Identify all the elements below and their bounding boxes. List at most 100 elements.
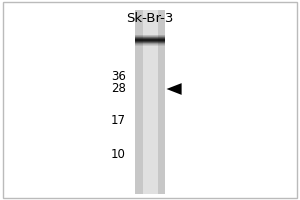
Bar [142, 68, 158, 69]
Bar [142, 140, 158, 141]
Bar [135, 139, 165, 140]
Bar [142, 170, 158, 171]
Bar [135, 80, 165, 81]
Bar [135, 58, 165, 59]
Bar [142, 60, 158, 61]
Bar [142, 160, 158, 161]
Bar [135, 136, 165, 137]
Bar [142, 144, 158, 145]
Bar [135, 52, 165, 53]
Bar [135, 138, 165, 139]
Bar [135, 97, 165, 98]
Bar [135, 148, 165, 149]
Bar [135, 93, 165, 94]
Bar [135, 119, 165, 120]
Text: 28: 28 [111, 82, 126, 95]
Bar [135, 98, 165, 99]
Bar [135, 51, 165, 52]
Bar [135, 155, 165, 156]
Bar [135, 158, 165, 159]
Bar [142, 83, 158, 84]
Bar [142, 20, 158, 21]
Bar [135, 100, 165, 101]
Bar [142, 185, 158, 186]
Bar [135, 64, 165, 65]
Bar [135, 62, 165, 63]
Bar [142, 181, 158, 182]
Text: Sk-Br-3: Sk-Br-3 [126, 12, 174, 25]
Bar [135, 149, 165, 150]
Bar [135, 114, 165, 115]
Bar [135, 123, 165, 124]
Bar [142, 56, 158, 57]
Bar [135, 82, 165, 83]
Bar [135, 181, 165, 182]
Bar [142, 95, 158, 96]
Bar [135, 164, 165, 165]
Bar [142, 28, 158, 29]
Bar [142, 55, 158, 56]
Bar [142, 75, 158, 76]
Bar [135, 14, 165, 15]
Bar [135, 160, 165, 161]
Bar [142, 156, 158, 157]
Bar [142, 182, 158, 183]
Bar [135, 107, 165, 108]
Bar [135, 129, 165, 130]
Bar [142, 125, 158, 126]
Bar [142, 84, 158, 85]
Bar [135, 186, 165, 187]
Bar [135, 108, 165, 109]
Bar [142, 41, 158, 42]
Bar [135, 57, 165, 58]
Bar [142, 79, 158, 80]
Bar [142, 88, 158, 89]
Bar [142, 161, 158, 162]
Text: 10: 10 [111, 148, 126, 160]
Bar [142, 76, 158, 77]
Bar [135, 26, 165, 27]
Bar [135, 179, 165, 180]
Bar [135, 32, 165, 33]
Bar [142, 169, 158, 170]
Bar [142, 137, 158, 138]
Bar [135, 75, 165, 76]
Bar [135, 150, 165, 151]
Bar [135, 180, 165, 181]
Bar [135, 141, 165, 142]
Bar [135, 44, 165, 45]
Bar [135, 102, 165, 103]
Bar [142, 139, 158, 140]
Bar [142, 11, 158, 12]
Bar [135, 174, 165, 175]
Bar [135, 69, 165, 70]
Bar [142, 77, 158, 78]
Bar [135, 16, 165, 17]
Bar [135, 157, 165, 158]
Bar [135, 151, 165, 152]
Bar [142, 173, 158, 174]
Bar [135, 21, 165, 22]
Bar [142, 176, 158, 177]
Bar [142, 43, 158, 44]
Bar [142, 138, 158, 139]
Bar [142, 121, 158, 122]
Bar [135, 147, 165, 148]
Bar [135, 29, 165, 30]
Bar [142, 59, 158, 60]
Bar [135, 188, 165, 189]
Bar [135, 89, 165, 90]
Bar [135, 144, 165, 145]
Bar [142, 147, 158, 148]
Bar [135, 187, 165, 188]
Bar [142, 66, 158, 67]
Bar [135, 156, 165, 157]
Bar [135, 111, 165, 112]
Bar [142, 22, 158, 23]
Bar [135, 130, 165, 131]
Bar [135, 59, 165, 60]
Bar [135, 177, 165, 178]
Bar [142, 24, 158, 25]
Bar [135, 78, 165, 79]
Bar [142, 141, 158, 142]
